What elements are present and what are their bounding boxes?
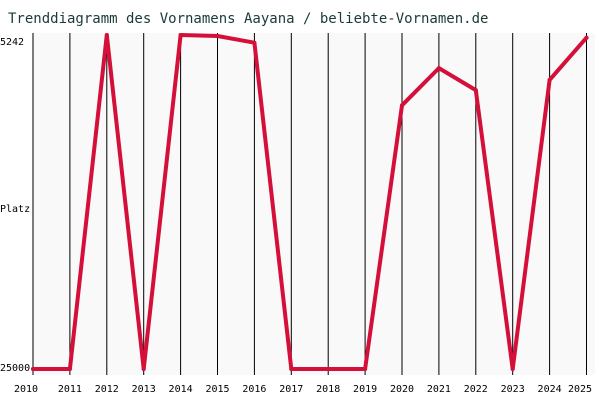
data-point-2017: [289, 367, 294, 371]
x-tick-label-2018: 2018: [316, 384, 340, 395]
x-tick-label-2011: 2011: [58, 384, 82, 395]
x-tick-label-2015: 2015: [205, 384, 229, 395]
y-tick-label-25000: 25000: [0, 363, 30, 374]
data-point-2015: [215, 34, 220, 38]
y-tick-labels: 5242 25000: [0, 37, 30, 374]
plot-area: [32, 33, 595, 375]
data-point-2021: [436, 66, 441, 71]
data-point-2025: [584, 35, 589, 40]
grid-lines: [32, 33, 587, 375]
y-tick-label-5242: 5242: [0, 37, 24, 48]
x-tick-label-2021: 2021: [427, 384, 451, 395]
x-tick-label-2014: 2014: [169, 384, 193, 395]
x-tick-label-2020: 2020: [390, 384, 414, 395]
x-tick-label-2017: 2017: [279, 384, 303, 395]
data-point-2024: [547, 77, 552, 82]
x-tick-label-2023: 2023: [501, 384, 525, 395]
data-point-2018: [326, 367, 331, 371]
data-point-2023: [510, 367, 515, 371]
x-tick-label-2022: 2022: [464, 384, 488, 395]
x-tick-label-2024: 2024: [538, 384, 562, 395]
data-point-2013: [141, 367, 146, 371]
x-tick-label-2016: 2016: [242, 384, 266, 395]
data-point-2016: [252, 40, 257, 45]
x-tick-label-2013: 2013: [132, 384, 156, 395]
x-tick-label-2010: 2010: [14, 384, 38, 395]
x-tick-labels: 2010 2011 2012 2013 2014 2015 2016 2017 2018 2019…: [14, 384, 592, 395]
series-group: [31, 33, 589, 371]
series-line-0: [31, 33, 589, 371]
plot-background: [32, 33, 595, 375]
data-point-2011: [67, 367, 72, 371]
x-tick-label-2012: 2012: [95, 384, 119, 395]
data-point-2019: [363, 367, 368, 371]
x-tick-label-2019: 2019: [353, 384, 377, 395]
data-point-2012: [104, 33, 109, 37]
chart-title: Trenddiagramm des Vornamens Aayana / bel…: [8, 11, 488, 27]
data-point-2022: [473, 88, 478, 93]
data-point-2020: [400, 103, 404, 108]
data-point-2010: [31, 367, 35, 371]
data-point-2014: [178, 33, 183, 37]
y-axis-label: Platz: [0, 204, 30, 215]
x-tick-label-2025: 2025: [568, 384, 592, 395]
